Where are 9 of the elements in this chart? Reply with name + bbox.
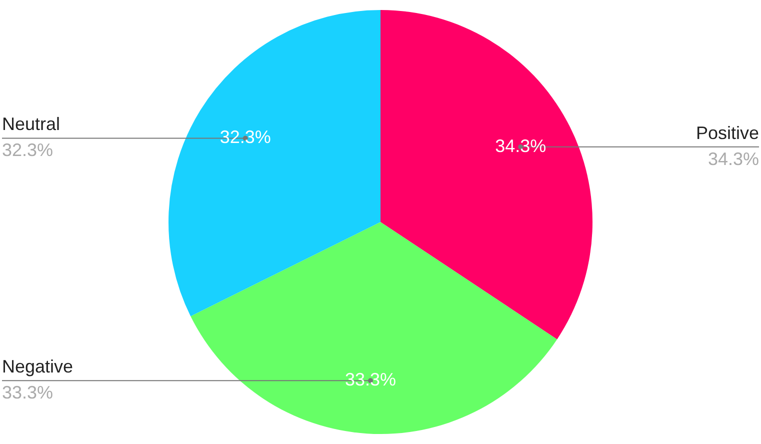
text: 32.3% (220, 127, 271, 148)
text: 34.3% (495, 136, 546, 156)
data-label: 34.3% (708, 148, 759, 169)
slice-label: Positive (696, 122, 759, 143)
slice-label: Neutral (2, 114, 60, 134)
data-label: 32.3% (2, 140, 54, 160)
text: 33.3% (344, 370, 396, 390)
slice-label: Negative (2, 356, 74, 377)
data-label: 33.3% (2, 382, 54, 403)
